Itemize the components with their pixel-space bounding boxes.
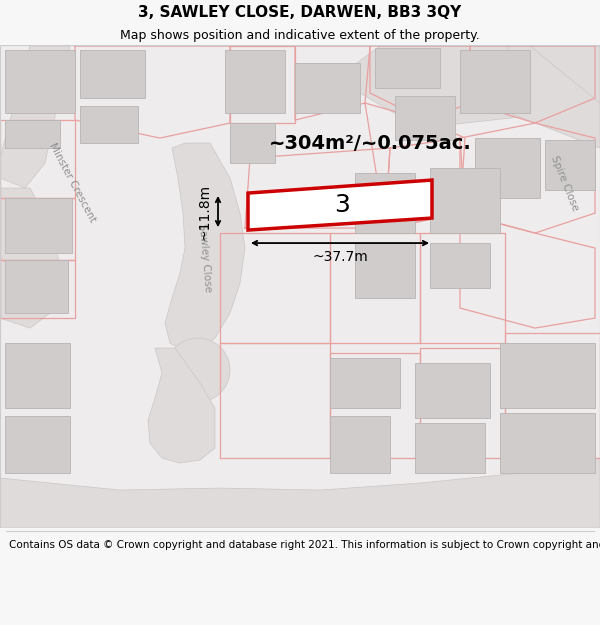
Polygon shape <box>225 50 285 113</box>
Polygon shape <box>375 48 440 88</box>
Polygon shape <box>165 143 245 350</box>
Polygon shape <box>415 363 490 418</box>
Polygon shape <box>490 46 600 148</box>
Polygon shape <box>475 138 540 198</box>
Polygon shape <box>5 260 68 313</box>
Text: 3: 3 <box>334 193 350 217</box>
Polygon shape <box>5 343 70 408</box>
Polygon shape <box>0 188 60 328</box>
Polygon shape <box>5 120 60 148</box>
Text: Spire Close: Spire Close <box>550 154 581 212</box>
Polygon shape <box>350 46 600 128</box>
Text: Sawley Close: Sawley Close <box>197 223 213 292</box>
Polygon shape <box>5 50 75 113</box>
Polygon shape <box>430 243 490 288</box>
Polygon shape <box>5 416 70 473</box>
Polygon shape <box>330 358 400 408</box>
Polygon shape <box>415 423 485 473</box>
Polygon shape <box>0 45 600 528</box>
Polygon shape <box>355 243 415 298</box>
Polygon shape <box>0 46 70 188</box>
Polygon shape <box>248 180 432 230</box>
Polygon shape <box>166 338 230 402</box>
Polygon shape <box>545 140 595 190</box>
Polygon shape <box>355 173 415 233</box>
Polygon shape <box>148 348 215 463</box>
Text: Minster Crescent: Minster Crescent <box>47 142 97 224</box>
Polygon shape <box>80 50 145 98</box>
Text: Contains OS data © Crown copyright and database right 2021. This information is : Contains OS data © Crown copyright and d… <box>9 540 600 550</box>
Polygon shape <box>230 123 275 163</box>
Text: 3, SAWLEY CLOSE, DARWEN, BB3 3QY: 3, SAWLEY CLOSE, DARWEN, BB3 3QY <box>139 5 461 20</box>
Polygon shape <box>395 96 455 140</box>
Polygon shape <box>80 106 138 143</box>
Polygon shape <box>500 343 595 408</box>
Text: ~304m²/~0.075ac.: ~304m²/~0.075ac. <box>269 134 472 152</box>
Text: ~37.7m: ~37.7m <box>312 250 368 264</box>
Text: ~11.8m: ~11.8m <box>197 184 211 240</box>
Polygon shape <box>0 458 600 528</box>
Polygon shape <box>460 50 530 113</box>
Polygon shape <box>295 63 360 113</box>
Polygon shape <box>5 198 72 253</box>
Text: Map shows position and indicative extent of the property.: Map shows position and indicative extent… <box>120 29 480 42</box>
Polygon shape <box>330 416 390 473</box>
Polygon shape <box>430 168 500 233</box>
Polygon shape <box>500 413 595 473</box>
